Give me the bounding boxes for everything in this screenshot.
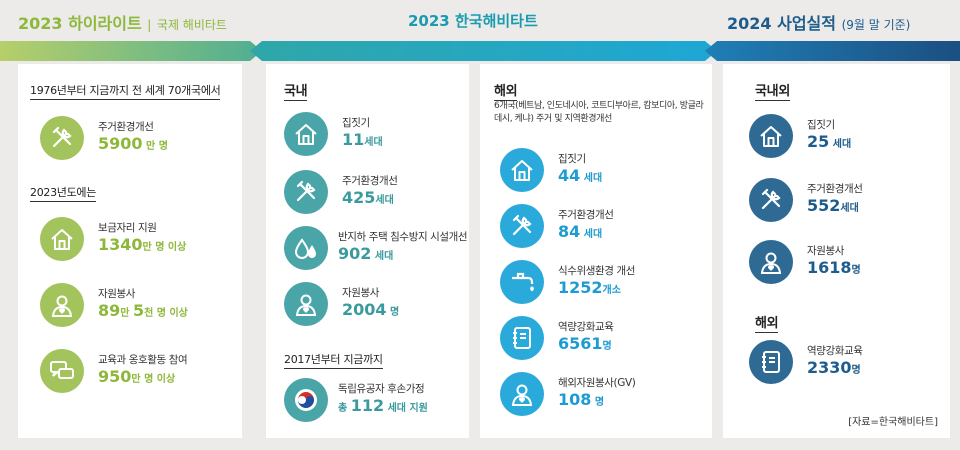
stat-value: 84 세대 — [558, 222, 603, 241]
stat-2024-volunteers: 자원봉사 1618명 — [749, 240, 861, 284]
stat-value: 44 세대 — [558, 166, 603, 185]
house-icon — [284, 112, 328, 156]
arrow-segment-2023-highlight — [0, 41, 262, 61]
stat-2024-capacity-training: 역량강화교육 2330명 — [749, 340, 863, 384]
stat-global-village-volunteers: 해외자원봉사(GV) 108 명 — [500, 372, 636, 416]
source-credit: [자료=한국해비타트] — [848, 417, 938, 428]
volunteer-icon — [749, 240, 793, 284]
stat-value: 108 명 — [558, 390, 605, 409]
stat-label: 자원봉사 — [98, 288, 136, 300]
section-since-1976: 1976년부터 지금까지 전 세계 70개국에서 — [30, 82, 221, 100]
stat-value: 5900 만 명 — [98, 134, 168, 153]
stat-capacity-training: 역량강화교육 6561명 — [500, 316, 614, 360]
house-icon — [40, 217, 84, 261]
stat-label: 식수위생환경 개선 — [558, 265, 636, 277]
volunteer-icon — [40, 283, 84, 327]
tools-icon — [40, 116, 84, 160]
header-separator: | — [147, 18, 152, 32]
stat-label: 해외자원봉사(GV) — [558, 377, 636, 389]
tools-icon — [500, 204, 544, 248]
faucet-icon — [500, 260, 544, 304]
arrow-segment-2023-korea — [250, 41, 717, 61]
stat-value: 1340만 명 이상 — [98, 235, 187, 254]
stat-value: 902 세대 — [338, 244, 394, 263]
stat-value: 2330명 — [807, 358, 861, 377]
stat-label: 보금자리 지원 — [98, 222, 157, 234]
speech-bubbles-icon — [40, 349, 84, 393]
stat-value: 950만 명 이상 — [98, 367, 176, 386]
stat-label: 독립유공자 후손가정 — [338, 383, 425, 395]
stat-flood-prevention: 반지하 주택 침수방지 시설개선 902 세대 — [284, 226, 468, 270]
stat-education-advocacy: 교육과 옹호활동 참여 950만 명 이상 — [40, 349, 188, 393]
section-2024-overseas: 해외 — [755, 312, 779, 333]
house-icon — [749, 114, 793, 158]
stat-label: 역량강화교육 — [558, 321, 614, 333]
stat-2024-building: 집짓기 25 세대 — [749, 114, 851, 158]
stat-water-sanitation: 식수위생환경 개선 1252개소 — [500, 260, 635, 304]
house-icon — [500, 148, 544, 192]
taegeuk-flag-icon — [284, 378, 328, 422]
header-korea-habitat-2023: 2023 한국해비타트 — [408, 10, 538, 31]
stat-independence-patriots: 독립유공자 후손가정 총 112 세대 지원 — [284, 378, 428, 422]
header-business-2024: 2024 사업실적 (9월 말 기준) — [727, 10, 910, 34]
header-right-subtitle: (9월 말 기준) — [841, 18, 911, 32]
volunteer-icon — [500, 372, 544, 416]
stat-label: 주거환경개선 — [807, 183, 863, 195]
stat-value: 25 세대 — [807, 132, 852, 151]
water-drops-icon — [284, 226, 328, 270]
header-right-title: 2024 사업실적 — [727, 14, 836, 33]
arrow-segment-2024 — [705, 41, 960, 61]
stat-value: 1252개소 — [558, 278, 621, 297]
stat-label: 주거환경개선 — [98, 121, 154, 133]
stat-domestic-improvement: 주거환경개선 425세대 — [284, 170, 398, 214]
section-year-2023: 2023년도에는 — [30, 184, 96, 202]
stat-value: 6561명 — [558, 334, 612, 353]
header-left-title: 2023 하이라이트 — [18, 14, 142, 33]
stat-label: 자원봉사 — [807, 245, 845, 257]
section-domestic: 국내 — [284, 80, 308, 101]
stat-label: 집짓기 — [807, 119, 835, 131]
header-left-subtitle: 국제 해비타트 — [156, 18, 227, 32]
header-middle-title: 2023 한국해비타트 — [408, 12, 538, 30]
stat-label: 교육과 옹호활동 참여 — [98, 354, 188, 366]
stat-label: 반지하 주택 침수방지 시설개선 — [338, 231, 468, 243]
tools-icon — [284, 170, 328, 214]
notebook-icon — [749, 340, 793, 384]
section-since-2017: 2017년부터 지금까지 — [284, 351, 383, 369]
stat-value: 552세대 — [807, 196, 859, 215]
stat-label: 자원봉사 — [342, 287, 380, 299]
stat-2024-improvement: 주거환경개선 552세대 — [749, 178, 863, 222]
overseas-description: 6개국(베트남, 인도네시아, 코트디부아르, 캄보디아, 방글라데시, 케냐)… — [494, 101, 704, 124]
tools-icon — [749, 178, 793, 222]
stat-value: 425세대 — [342, 188, 394, 207]
stat-domestic-building: 집짓기 11세대 — [284, 112, 383, 156]
stat-housing-improvement-global: 주거환경개선 5900 만 명 — [40, 116, 168, 160]
stat-overseas-improvement: 주거환경개선 84 세대 — [500, 204, 614, 248]
section-domestic-overseas: 국내외 — [755, 80, 790, 101]
stat-overseas-building: 집짓기 44 세대 — [500, 148, 602, 192]
stat-label: 주거환경개선 — [558, 209, 614, 221]
panel-korea-domestic: 국내 집짓기 11세대 주거환경개선 425세대 반지하 주택 침수방지 시설개… — [266, 64, 469, 438]
stat-value: 89만 5천 명 이상 — [98, 301, 188, 320]
panel-2023-highlight: 1976년부터 지금까지 전 세계 70개국에서 주거환경개선 5900 만 명… — [18, 64, 242, 438]
volunteer-icon — [284, 282, 328, 326]
stat-label: 집짓기 — [342, 117, 370, 129]
section-overseas: 해외 — [494, 80, 518, 101]
stat-value: 1618명 — [807, 258, 861, 277]
panel-korea-overseas: 해외 6개국(베트남, 인도네시아, 코트디부아르, 캄보디아, 방글라데시, … — [480, 64, 712, 438]
stat-label: 역량강화교육 — [807, 345, 863, 357]
stat-label: 주거환경개선 — [342, 175, 398, 187]
stat-value: 11세대 — [342, 130, 383, 149]
stat-value: 2004 명 — [342, 300, 400, 319]
stat-volunteers-global: 자원봉사 89만 5천 명 이상 — [40, 283, 188, 327]
stat-label: 집짓기 — [558, 153, 586, 165]
stat-domestic-volunteers: 자원봉사 2004 명 — [284, 282, 399, 326]
timeline-arrow-band — [0, 41, 960, 61]
stat-housing-support: 보금자리 지원 1340만 명 이상 — [40, 217, 186, 261]
notebook-icon — [500, 316, 544, 360]
panel-2024-results: 국내외 집짓기 25 세대 주거환경개선 552세대 자원봉사 1618명 해외… — [723, 64, 950, 438]
stat-value: 총 112 세대 지원 — [338, 396, 428, 415]
header-highlight-2023: 2023 하이라이트 | 국제 해비타트 — [18, 10, 227, 34]
